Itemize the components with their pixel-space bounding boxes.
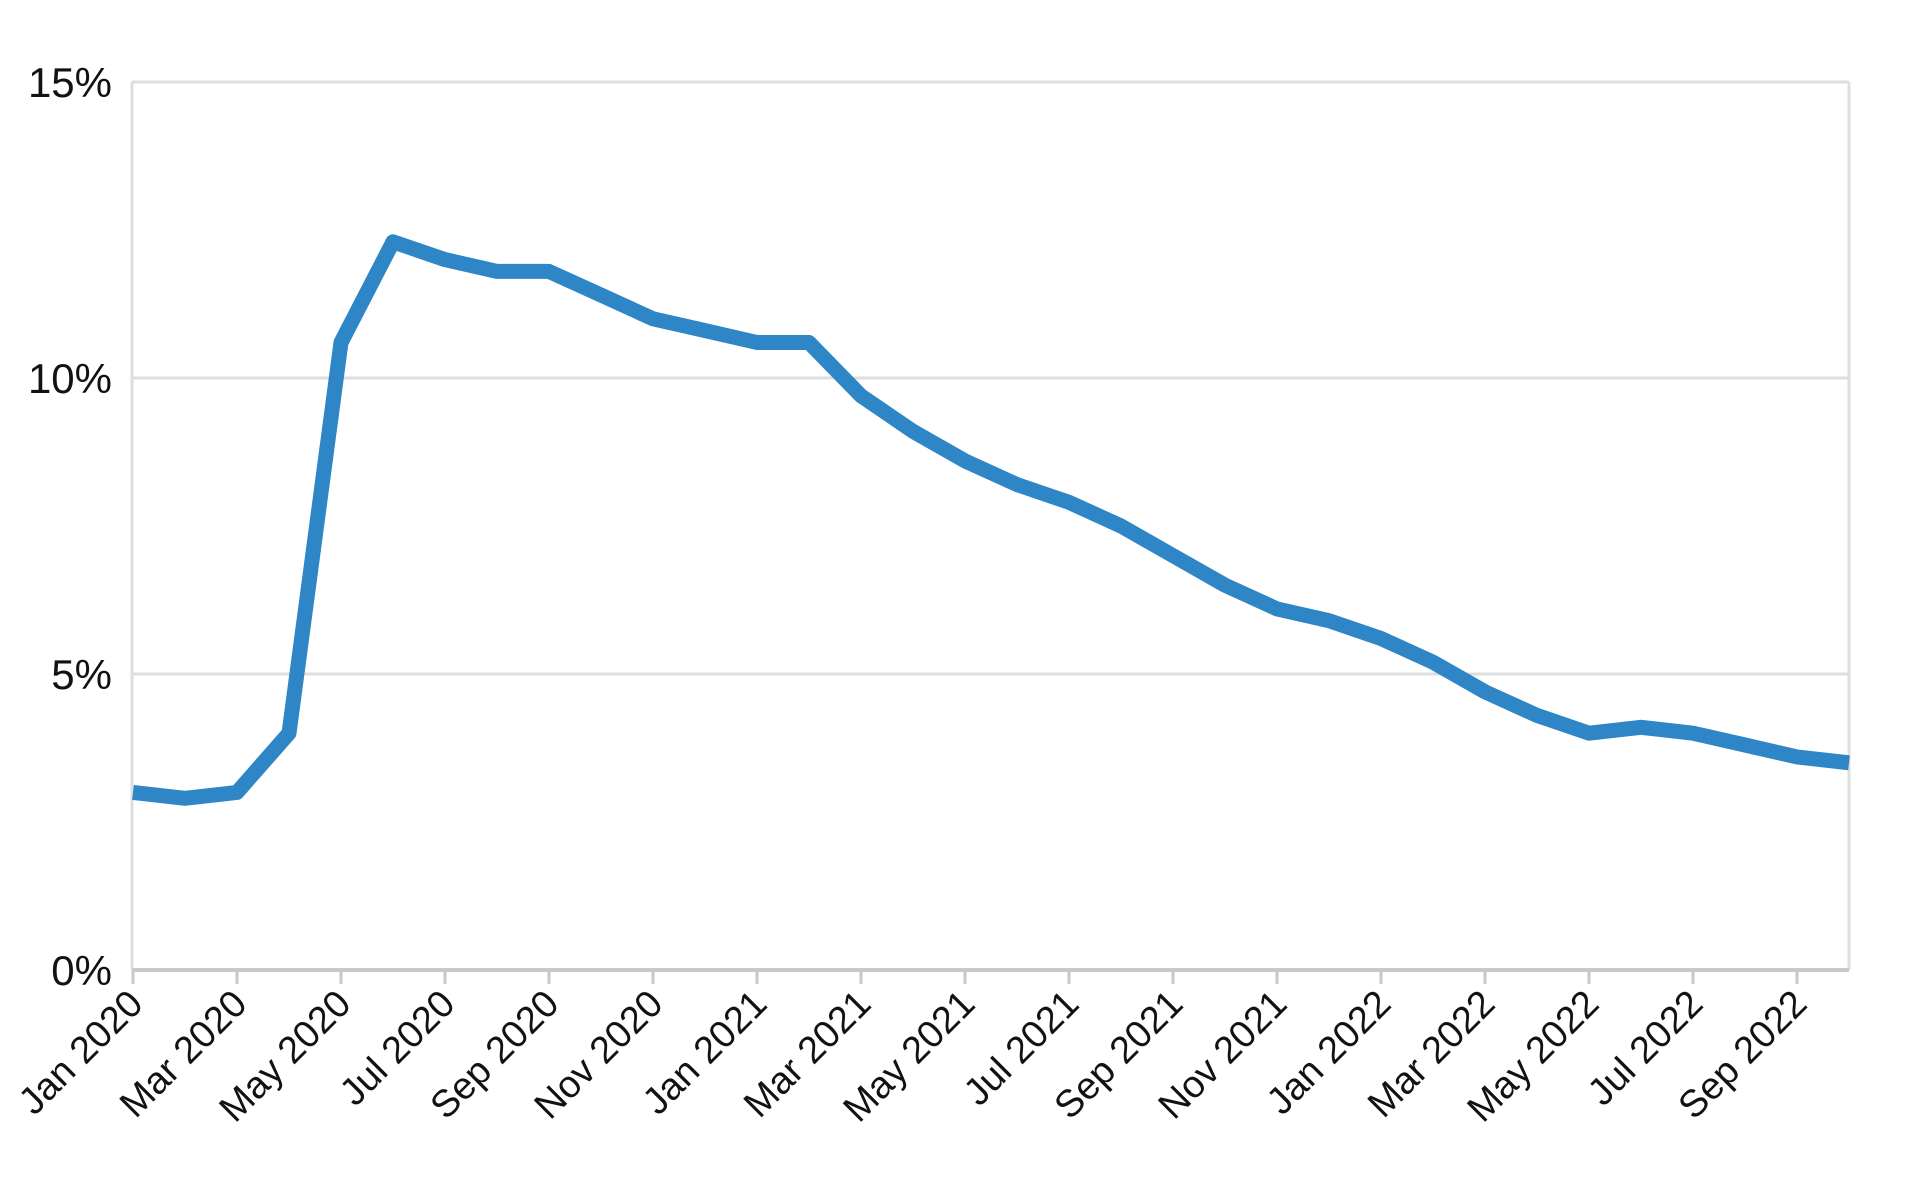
y-axis-labels: 0% 5% 10% 15% [28,59,112,994]
y-tick-label-15%: 15% [28,59,112,106]
y-tick-label-5%: 5% [51,651,112,698]
data-series [132,234,1850,806]
y-tick-label-10%: 10% [28,355,112,402]
gridlines [132,80,1849,676]
x-axis [131,968,1849,984]
rate-series-line [132,234,1850,806]
y-tick-label-0%: 0% [51,947,112,994]
plot-frame [130,82,1851,970]
